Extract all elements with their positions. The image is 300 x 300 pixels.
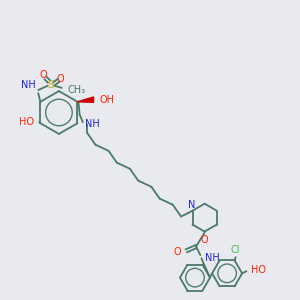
Text: O: O [201,235,208,245]
Text: Cl: Cl [231,245,240,255]
Text: O: O [173,247,181,257]
Text: HO: HO [251,265,266,275]
Text: CH₃: CH₃ [67,85,85,95]
Text: NH: NH [21,80,36,90]
Text: NH: NH [85,119,100,129]
Text: N: N [188,200,195,210]
Text: S: S [48,80,54,90]
Text: OH: OH [100,94,115,105]
Text: NH: NH [205,253,219,263]
Polygon shape [77,97,94,102]
Text: HO: HO [19,117,34,127]
Text: O: O [57,74,64,84]
Text: O: O [40,70,47,80]
